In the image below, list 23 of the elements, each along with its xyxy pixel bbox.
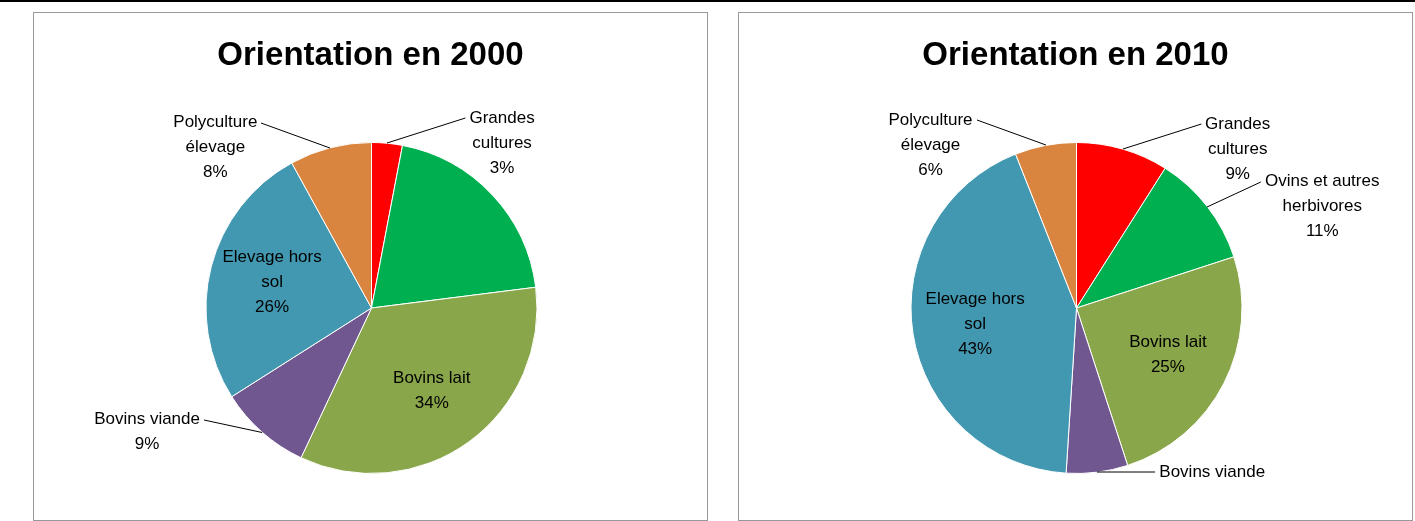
slice-label: Bovins viande: [1159, 461, 1266, 481]
data-label: 26%: [255, 297, 290, 317]
data-label: 6%: [918, 160, 943, 180]
chart-title: Orientation en 2000: [216, 35, 525, 73]
slice-label: Polyculture élevage: [888, 110, 973, 155]
data-label: 11%: [1305, 221, 1339, 241]
slice-label: Grandes cultures: [469, 107, 535, 152]
slice-label: Bovins viande: [94, 409, 200, 429]
data-label: 25%: [1150, 356, 1185, 376]
slice-label: Polyculture élevage: [173, 112, 258, 157]
slice-label: Grandes cultures: [1205, 113, 1271, 158]
slice-label: Elevage hors sol: [222, 247, 322, 292]
slice-label: Bovins lait: [1129, 331, 1207, 351]
data-label: 43%: [958, 338, 993, 358]
slice-label: Ovins et autres herbivores: [1265, 171, 1380, 216]
slice-label: Elevage hors sol: [925, 288, 1025, 333]
data-label: 3%: [489, 157, 515, 177]
slice-label: Bovins lait: [393, 368, 471, 388]
data-label: 9%: [1225, 163, 1250, 183]
data-label: 34%: [414, 393, 449, 413]
chart-title: Orientation en 2010: [921, 35, 1230, 73]
data-label: 8%: [203, 162, 228, 182]
data-label: 9%: [134, 434, 160, 454]
